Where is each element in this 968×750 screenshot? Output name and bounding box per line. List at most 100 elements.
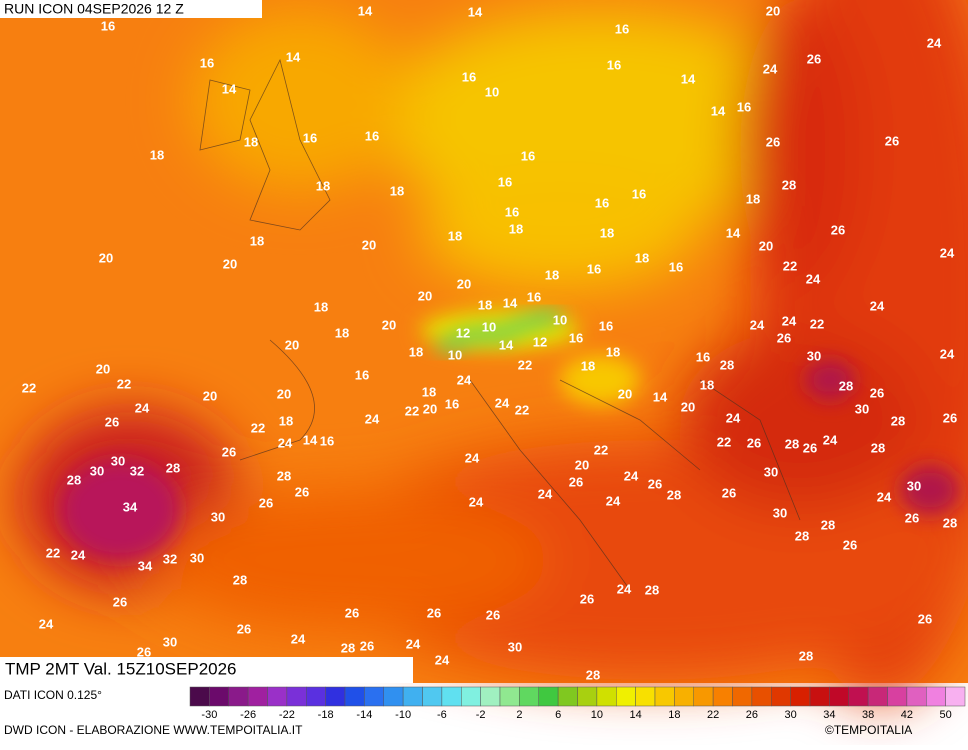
temperature-label: 24 (291, 631, 306, 646)
temperature-label: 28 (785, 436, 799, 451)
colorbar-swatch (887, 686, 908, 707)
temperature-label: 10 (448, 347, 462, 362)
temperature-label: 28 (166, 460, 180, 475)
colorbar-swatch (480, 686, 501, 707)
colorbar-swatch (790, 686, 811, 707)
colorbar-tick-label: -14 (356, 709, 372, 721)
colorbar-swatch (616, 686, 636, 707)
colorbar-tick-label: 30 (785, 709, 797, 721)
temperature-label: 24 (823, 432, 838, 447)
temperature-label: 16 (527, 289, 541, 304)
temperature-label: 14 (222, 81, 237, 96)
temperature-label: 20 (766, 3, 780, 18)
temperature-label: 26 (870, 385, 884, 400)
temperature-label: 24 (435, 652, 450, 667)
colorbar-swatch (848, 686, 869, 707)
colorbar-tick-label: -26 (240, 709, 256, 721)
temperature-label: 18 (746, 191, 760, 206)
temperature-label: 14 (468, 4, 483, 19)
temperature-label: 24 (806, 271, 821, 286)
temperature-label: 26 (747, 435, 761, 450)
temperature-label: 16 (696, 349, 710, 364)
temperature-label: 24 (940, 346, 955, 361)
colorbar-swatch (577, 686, 598, 707)
temperature-label: 30 (163, 634, 177, 649)
temperature-label: 34 (138, 558, 153, 573)
data-source: DATI ICON 0.125° (4, 688, 102, 702)
temperature-label: 18 (635, 250, 649, 265)
temperature-label: 20 (277, 386, 291, 401)
temperature-label: 26 (807, 51, 821, 66)
temperature-label: 16 (101, 18, 115, 33)
temperature-label: 28 (720, 357, 734, 372)
temperature-label: 30 (764, 464, 778, 479)
colorbar-swatch (325, 686, 346, 707)
temperature-label: 24 (624, 468, 639, 483)
temperature-label: 30 (90, 463, 104, 478)
temperature-label: 24 (135, 400, 150, 415)
temperature-label: 20 (362, 237, 376, 252)
field-label: TMP 2MT Val. 15Z10SEP2026 (5, 659, 237, 678)
temperature-label: 16 (737, 99, 751, 114)
temperature-label: 24 (406, 636, 421, 651)
colorbar-swatch (557, 686, 578, 707)
temperature-label: 30 (211, 509, 225, 524)
temperature-label: 22 (22, 380, 36, 395)
temperature-label: 24 (457, 372, 472, 387)
colorbar-swatch (209, 686, 229, 707)
colorbar-swatch (867, 686, 888, 707)
temperature-label: 30 (508, 639, 522, 654)
colorbar: -30 -26 -22 -18 -14 -10 -6 -2 2 6 10 14 18 22 26 30 34 38… (189, 686, 966, 721)
run-label: RUN ICON 04SEP2026 12 Z (4, 1, 184, 17)
temperature-label: 14 (499, 337, 514, 352)
temperature-label: 22 (518, 357, 532, 372)
colorbar-swatch (654, 686, 675, 707)
temperature-label: 24 (71, 547, 86, 562)
temperature-label: 14 (653, 389, 668, 404)
colorbar-swatch (809, 686, 830, 707)
temperature-label: 24 (940, 245, 955, 260)
temperature-label: 18 (581, 358, 595, 373)
colorbar-swatch (228, 686, 249, 707)
temperature-label: 14 (711, 103, 726, 118)
temperature-label: 26 (722, 485, 736, 500)
temperature-label: 30 (855, 401, 869, 416)
temperature-label: 26 (427, 605, 441, 620)
temperature-label: 24 (39, 616, 54, 631)
colorbar-tick-label: 18 (668, 709, 680, 721)
field-box (0, 657, 413, 683)
temperature-label: 16 (669, 259, 683, 274)
temperature-label: 34 (123, 499, 138, 514)
temperature-label: 20 (681, 399, 695, 414)
temperature-label: 18 (335, 325, 349, 340)
temperature-label: 28 (871, 440, 885, 455)
temperature-label: 16 (505, 204, 519, 219)
temperature-label: 16 (365, 128, 379, 143)
colorbar-tick-label: 34 (823, 709, 835, 721)
temperature-label: 30 (190, 550, 204, 565)
colorbar-tick-label: 38 (862, 709, 874, 721)
temperature-label: 28 (645, 582, 659, 597)
temperature-label: 24 (465, 450, 480, 465)
colorbar-swatch (247, 686, 268, 707)
colorbar-tick-label: 22 (707, 709, 719, 721)
colorbar-swatch (383, 686, 404, 707)
temperature-label: 26 (831, 222, 845, 237)
temperature-labels: 16 14 14 16 20 24 16 14 14 16 10 16 14 24 26 14 16 18 16 16… (22, 3, 957, 682)
temperature-label: 14 (681, 71, 696, 86)
temperature-label: 28 (667, 487, 681, 502)
colorbar-swatch (364, 686, 384, 707)
temperature-label: 26 (222, 444, 236, 459)
colorbar-tick-label: -10 (395, 709, 411, 721)
temperature-label: 28 (277, 468, 291, 483)
colorbar-tick-label: 42 (901, 709, 913, 721)
temperature-label: 18 (316, 178, 330, 193)
temperature-label: 30 (907, 478, 921, 493)
temperature-label: 28 (943, 515, 957, 530)
colorbar-swatch (829, 686, 849, 707)
temperature-label: 26 (648, 476, 662, 491)
temperature-label: 24 (606, 493, 621, 508)
temperature-label: 16 (569, 330, 583, 345)
temperature-label: 26 (843, 537, 857, 552)
temperature-label: 24 (365, 411, 380, 426)
